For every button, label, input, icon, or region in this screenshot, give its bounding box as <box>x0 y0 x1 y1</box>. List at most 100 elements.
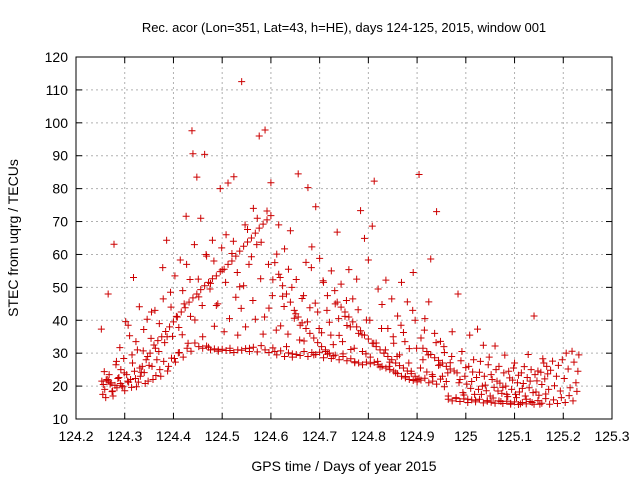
data-point <box>169 318 177 326</box>
data-point <box>448 397 456 405</box>
data-point <box>378 325 386 332</box>
data-point <box>349 318 357 326</box>
data-point <box>300 348 308 356</box>
data-point <box>346 323 354 331</box>
data-point <box>354 306 362 314</box>
data-point <box>195 293 203 301</box>
data-point <box>438 372 446 380</box>
data-point <box>508 385 516 393</box>
data-point <box>276 273 284 281</box>
data-point <box>481 381 489 389</box>
data-point <box>99 380 107 388</box>
data-point <box>409 269 417 277</box>
data-point <box>302 258 310 266</box>
data-point <box>129 273 137 281</box>
data-point <box>264 260 272 268</box>
data-point <box>292 310 300 318</box>
data-point <box>261 346 269 354</box>
data-point <box>419 356 427 364</box>
data-point <box>318 329 326 337</box>
data-point <box>193 173 201 181</box>
data-point <box>469 368 477 376</box>
data-point <box>355 359 363 367</box>
data-point <box>444 395 452 403</box>
data-point <box>152 372 160 380</box>
data-point <box>187 347 195 355</box>
data-point <box>290 314 298 322</box>
data-point <box>329 352 337 360</box>
data-points <box>97 78 583 409</box>
data-point <box>366 360 374 368</box>
data-point <box>360 234 368 242</box>
data-point <box>370 177 378 185</box>
data-point <box>556 387 564 395</box>
data-point <box>242 323 250 331</box>
data-point <box>479 399 487 407</box>
data-point <box>275 221 283 229</box>
data-point <box>226 344 234 352</box>
data-point <box>405 345 413 353</box>
data-point <box>521 392 529 400</box>
data-point <box>144 352 152 360</box>
data-point <box>423 368 431 376</box>
y-tick-labels: 10 20 30 40 50 60 70 80 90 100 110 120 <box>45 49 69 427</box>
x-tick-label: 125 <box>454 428 478 444</box>
data-point <box>573 387 581 395</box>
data-point <box>218 244 226 252</box>
data-point <box>244 238 252 246</box>
data-point <box>405 376 413 384</box>
data-point <box>388 356 396 364</box>
data-point <box>237 304 245 312</box>
data-point <box>111 381 119 389</box>
data-point <box>458 348 466 356</box>
data-point <box>161 339 169 347</box>
data-point <box>413 344 421 352</box>
data-point <box>220 265 228 273</box>
data-point <box>474 385 482 393</box>
data-point <box>253 348 261 356</box>
data-point <box>500 369 508 377</box>
data-point <box>494 387 502 395</box>
data-point <box>403 367 411 375</box>
data-point <box>351 358 359 366</box>
data-point <box>557 394 565 402</box>
data-point <box>136 364 144 372</box>
data-point <box>188 127 196 135</box>
data-point <box>551 382 559 390</box>
data-point <box>153 356 161 364</box>
data-point <box>321 346 329 354</box>
data-point <box>524 350 532 358</box>
data-point <box>109 387 117 395</box>
data-point <box>157 372 165 380</box>
data-point <box>304 184 312 192</box>
data-point <box>145 361 153 369</box>
data-point <box>284 349 292 357</box>
x-axis-label: GPS time / Days of year 2015 <box>251 458 436 474</box>
data-point <box>478 382 486 390</box>
data-point <box>542 395 550 403</box>
data-point <box>533 377 541 385</box>
data-point <box>530 312 538 320</box>
data-point <box>417 364 425 372</box>
data-point <box>347 346 355 354</box>
x-tick-label: 125.1 <box>497 428 532 444</box>
data-point <box>133 346 141 354</box>
data-point <box>370 339 378 347</box>
y-tick-label: 120 <box>45 49 69 65</box>
data-point <box>384 325 392 332</box>
data-point <box>411 372 419 380</box>
data-point <box>506 374 514 382</box>
data-point <box>194 275 202 283</box>
x-tick-label: 124.9 <box>400 428 435 444</box>
data-point <box>198 301 206 309</box>
data-point <box>176 256 184 264</box>
data-point <box>544 370 552 378</box>
x-tick-label: 124.3 <box>107 428 142 444</box>
data-point <box>499 400 507 408</box>
data-point <box>267 212 275 220</box>
data-point <box>442 377 450 385</box>
data-point <box>502 382 510 390</box>
x-tick-label: 124.8 <box>351 428 386 444</box>
data-point <box>399 328 407 336</box>
data-point <box>530 400 538 408</box>
